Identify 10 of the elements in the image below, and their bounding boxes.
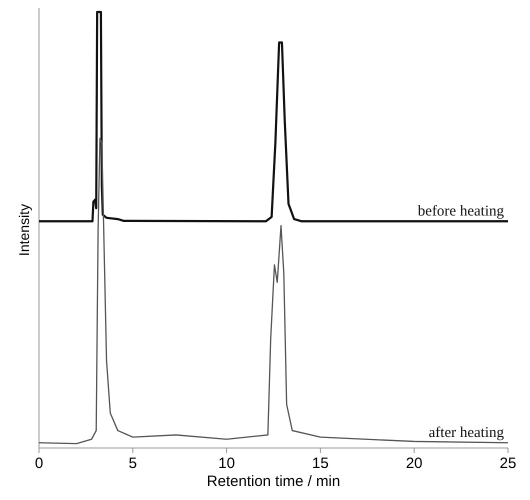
y-axis-title: Intensity	[16, 204, 32, 256]
x-tick-label: 10	[218, 455, 235, 472]
x-tick-label: 25	[500, 455, 516, 472]
x-tick-label: 0	[34, 455, 44, 472]
x-axis-title: Retention time / min	[206, 473, 340, 490]
x-tick-label: 20	[406, 455, 423, 472]
series-label: before heating	[418, 203, 504, 220]
x-tick-label: 5	[128, 455, 137, 472]
x-tick-label: 15	[312, 455, 329, 472]
series-label: after heating	[428, 424, 504, 441]
